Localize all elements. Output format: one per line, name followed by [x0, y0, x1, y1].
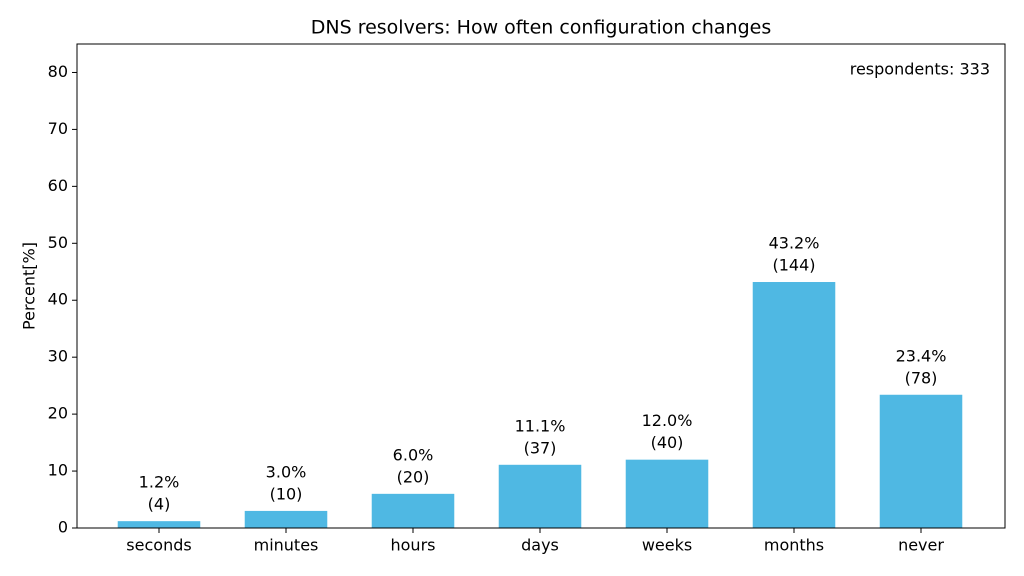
bar [244, 510, 328, 528]
y-tick-label: 10 [48, 461, 68, 480]
y-tick-label: 40 [48, 290, 68, 309]
y-tick-label: 20 [48, 404, 68, 423]
annotation: respondents: 333 [850, 60, 990, 79]
x-tick-label: days [521, 536, 559, 555]
x-tick-label: months [764, 536, 824, 555]
value-label: 23.4% [896, 346, 947, 365]
count-label: (78) [905, 368, 938, 387]
bar [879, 394, 963, 528]
y-tick-label: 30 [48, 347, 68, 366]
count-label: (4) [148, 495, 171, 514]
count-label: (37) [524, 438, 557, 457]
bar [371, 493, 455, 528]
y-tick-label: 0 [58, 518, 68, 537]
count-label: (144) [772, 256, 815, 275]
y-tick-label: 80 [48, 62, 68, 81]
x-tick-label: weeks [642, 536, 692, 555]
x-tick-label: minutes [254, 536, 319, 555]
x-tick-label: never [898, 536, 944, 555]
x-tick-label: seconds [126, 536, 191, 555]
y-axis-label: Percent[%] [20, 242, 39, 330]
count-label: (20) [397, 467, 430, 486]
count-label: (40) [651, 433, 684, 452]
y-tick-label: 70 [48, 119, 68, 138]
value-label: 11.1% [515, 416, 566, 435]
bar [625, 459, 709, 528]
value-label: 43.2% [769, 234, 820, 253]
y-tick-label: 50 [48, 233, 68, 252]
count-label: (10) [270, 484, 303, 503]
value-label: 6.0% [393, 445, 434, 464]
x-tick-label: hours [391, 536, 436, 555]
bar [498, 464, 582, 528]
value-label: 3.0% [266, 462, 307, 481]
chart-title: DNS resolvers: How often configuration c… [311, 17, 772, 39]
value-label: 1.2% [139, 473, 180, 492]
value-label: 12.0% [642, 411, 693, 430]
bar [752, 282, 836, 528]
y-tick-label: 60 [48, 176, 68, 195]
plot-frame [76, 43, 1006, 529]
bar [117, 521, 201, 528]
